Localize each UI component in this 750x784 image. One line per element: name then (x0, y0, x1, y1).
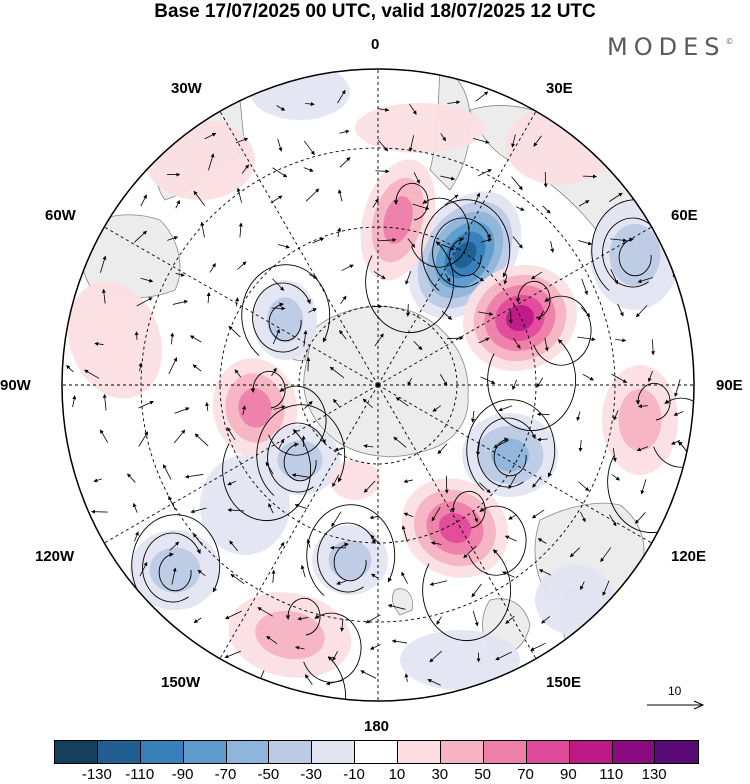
colorbar-tick-label: 90 (560, 766, 577, 783)
colorbar-tick-label: 50 (474, 766, 491, 783)
colorbar-swatch (484, 741, 527, 763)
wind-arrow (272, 308, 285, 309)
anomaly-contour (619, 389, 662, 451)
anomaly-contour (400, 630, 520, 690)
anomaly-contour (610, 224, 661, 286)
lon-label-120e: 120E (671, 548, 706, 565)
anomaly-contour (491, 438, 529, 471)
lon-label-60w: 60W (45, 207, 76, 224)
anomaly-contour (505, 105, 615, 185)
colorbar-swatch (269, 741, 312, 763)
colorbar-tick-label: 10 (389, 766, 406, 783)
colorbar (54, 740, 699, 764)
colorbar-swatch (227, 741, 270, 763)
lon-label-30e: 30E (546, 80, 573, 97)
colorbar-swatch (355, 741, 398, 763)
colorbar-swatch (184, 741, 227, 763)
lon-label-120w: 120W (35, 548, 74, 565)
anomaly-contour (267, 297, 303, 342)
colorbar-tick-label: -30 (300, 766, 322, 783)
colorbar-tick-label: -110 (125, 766, 154, 783)
colorbar-tick-label: 70 (517, 766, 534, 783)
wind-arrow (446, 476, 447, 493)
colorbar-swatch (398, 741, 441, 763)
colorbar-ticks: -130 -110 -90 -70 -50 -30 -10 10 30 50 70 90 110 130 (0, 766, 750, 784)
anomaly-contour (145, 120, 255, 200)
colorbar-swatch (613, 741, 656, 763)
anomaly-contour (355, 103, 485, 153)
colorbar-tick-label: 130 (642, 766, 667, 783)
reference-vector-label: 10 (646, 684, 706, 698)
lon-label-60e: 60E (671, 207, 698, 224)
colorbar-swatch (527, 741, 570, 763)
lon-label-90w: 90W (0, 377, 31, 394)
colorbar-swatch (655, 741, 698, 763)
reference-vector-arrow (646, 698, 706, 712)
colorbar-swatch (312, 741, 355, 763)
lon-label-180: 180 (364, 718, 389, 735)
lon-label-150e: 150E (546, 674, 581, 691)
colorbar-tick-label: -130 (82, 766, 112, 783)
colorbar-swatch (55, 741, 98, 763)
anomaly-contour (330, 460, 380, 500)
colorbar-tick-label: -10 (343, 766, 365, 783)
anomaly-contour (329, 540, 372, 580)
colorbar-swatch (141, 741, 184, 763)
colorbar-tick-label: -90 (172, 766, 194, 783)
lon-label-90e: 90E (716, 377, 743, 394)
colorbar-tick-label: -70 (215, 766, 237, 783)
lon-label-0: 0 (371, 36, 379, 53)
colorbar-tick-label: -50 (257, 766, 279, 783)
reference-vector: 10 (646, 684, 706, 712)
lon-label-150w: 150W (161, 674, 200, 691)
colorbar-swatch (570, 741, 613, 763)
colorbar-swatch (98, 741, 141, 763)
anomaly-contour (535, 565, 615, 635)
colorbar-swatch (441, 741, 484, 763)
colorbar-tick-label: 30 (431, 766, 448, 783)
lon-label-30w: 30W (171, 80, 202, 97)
wind-arrow (136, 332, 137, 340)
colorbar-tick-label: 110 (599, 766, 623, 783)
